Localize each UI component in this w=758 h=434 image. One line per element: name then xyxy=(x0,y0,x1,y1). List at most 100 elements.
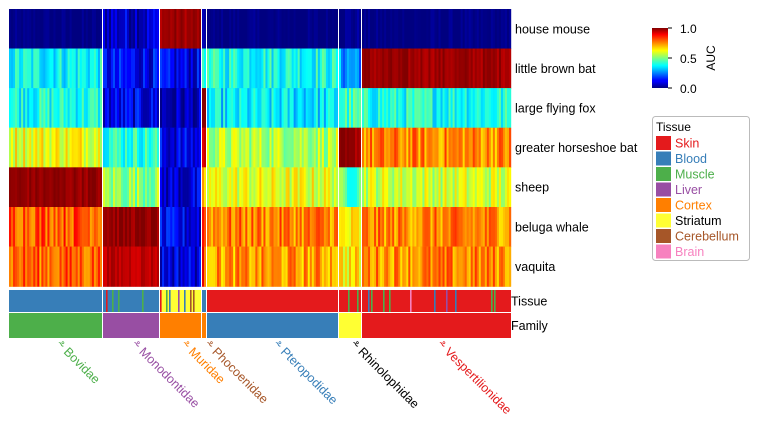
heatmap-stripe xyxy=(111,88,114,129)
heatmap-stripe xyxy=(239,246,242,287)
tissue-stripe xyxy=(446,290,448,312)
heatmap-stripe xyxy=(462,127,465,168)
heatmap-stripe xyxy=(21,48,24,89)
heatmap-stripe xyxy=(400,127,403,168)
heatmap-stripe xyxy=(299,246,302,287)
heatmap-stripe xyxy=(87,207,91,248)
heatmap-stripe xyxy=(209,207,212,248)
heatmap-stripe xyxy=(109,88,112,129)
heatmap-stripe xyxy=(329,48,333,89)
heatmap-stripe xyxy=(91,88,95,129)
heatmap-stripe xyxy=(293,127,296,168)
heatmap-stripe xyxy=(65,246,68,287)
heatmap-stripe xyxy=(15,207,18,248)
heatmap-stripe xyxy=(408,127,411,168)
heatmap-stripe xyxy=(486,207,490,248)
heatmap-stripe xyxy=(41,88,44,129)
heatmap-body xyxy=(9,9,512,287)
heatmap-stripe xyxy=(355,246,358,287)
heatmap-stripe xyxy=(374,88,377,129)
heatmap-stripe xyxy=(103,246,106,287)
heatmap-stripe xyxy=(259,207,262,248)
heatmap-stripe xyxy=(416,246,419,287)
heatmap-stripe xyxy=(368,207,371,248)
heatmap-stripe xyxy=(498,9,502,50)
heatmap-stripe xyxy=(75,48,78,89)
heatmap-stripe xyxy=(384,207,387,248)
heatmap-stripe xyxy=(267,9,270,50)
heatmap-stripe xyxy=(151,167,154,208)
heatmap-stripe xyxy=(478,167,481,208)
heatmap-stripe xyxy=(432,48,435,89)
heatmap-stripe xyxy=(43,167,46,208)
heatmap-stripe xyxy=(75,9,78,50)
heatmap-stripe xyxy=(97,127,101,168)
heatmap-stripe xyxy=(192,207,196,248)
heatmap-stripe xyxy=(456,88,459,129)
heatmap-stripe xyxy=(143,167,146,208)
heatmap-stripe xyxy=(428,48,431,89)
heatmap-stripe xyxy=(372,88,375,129)
heatmap-stripe xyxy=(184,167,187,208)
heatmap-stripe xyxy=(55,167,58,208)
heatmap-stripe xyxy=(424,9,427,50)
heatmap-stripe xyxy=(117,207,120,248)
heatmap-stripe xyxy=(359,207,362,248)
heatmap-stripe xyxy=(335,48,339,89)
heatmap-stripe xyxy=(289,88,292,129)
heatmap-stripe xyxy=(13,9,16,50)
heatmap-stripe xyxy=(402,167,405,208)
heatmap-stripe xyxy=(412,246,415,287)
heatmap-stripe xyxy=(271,48,274,89)
heatmap-stripe xyxy=(466,207,469,248)
heatmap-stripe xyxy=(41,127,44,168)
heatmap-stripe xyxy=(398,127,401,168)
heatmap-stripe xyxy=(67,48,70,89)
heatmap-stripe xyxy=(468,167,471,208)
heatmap-stripe xyxy=(211,48,214,89)
heatmap-stripe xyxy=(382,167,385,208)
heatmap-stripe xyxy=(225,48,228,89)
heatmap-stripe xyxy=(297,167,300,208)
heatmap-stripe xyxy=(145,246,148,287)
heatmap-stripe xyxy=(414,167,417,208)
heatmap-stripe xyxy=(11,127,14,168)
heatmap-stripe xyxy=(131,127,134,168)
tissue-stripe xyxy=(383,290,385,312)
heatmap-stripe xyxy=(432,127,435,168)
heatmap-stripe xyxy=(277,167,280,208)
heatmap-stripe xyxy=(41,167,44,208)
heatmap-stripe xyxy=(227,88,230,129)
heatmap-stripe xyxy=(341,246,344,287)
heatmap-stripe xyxy=(283,48,286,89)
heatmap-stripe xyxy=(295,127,298,168)
heatmap-stripe xyxy=(170,207,173,248)
heatmap-stripe xyxy=(77,127,80,168)
heatmap-stripe xyxy=(127,88,130,129)
heatmap-stripe xyxy=(372,246,375,287)
heatmap-stripe xyxy=(97,207,101,248)
heatmap-stripe xyxy=(504,167,508,208)
heatmap-stripe xyxy=(135,207,138,248)
heatmap-stripe xyxy=(466,246,469,287)
heatmap-stripe xyxy=(29,88,32,129)
heatmap-stripe xyxy=(31,246,34,287)
heatmap-stripe xyxy=(420,207,423,248)
heatmap-stripe xyxy=(502,48,506,89)
heatmap-stripe xyxy=(349,48,352,89)
heatmap-stripe xyxy=(63,127,66,168)
heatmap-stripe xyxy=(376,88,379,129)
heatmap-stripe xyxy=(502,9,506,50)
heatmap-stripe xyxy=(301,207,304,248)
heatmap-stripe xyxy=(434,127,437,168)
heatmap-stripe xyxy=(386,127,389,168)
heatmap-stripe xyxy=(265,9,268,50)
heatmap-stripe xyxy=(406,88,409,129)
heatmap-stripe xyxy=(119,207,122,248)
tissue-stripe xyxy=(348,290,350,312)
heatmap-stripe xyxy=(247,88,250,129)
heatmap-stripe xyxy=(61,88,64,129)
heatmap-stripe xyxy=(63,246,66,287)
heatmap-stripe xyxy=(202,167,205,208)
row-label: house mouse xyxy=(515,22,590,36)
